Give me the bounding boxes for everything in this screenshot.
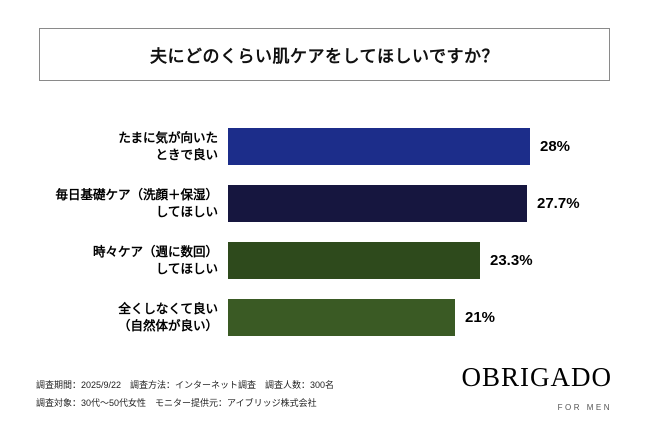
bar-track: 21% <box>228 299 650 336</box>
bar-value-label: 27.7% <box>537 195 580 212</box>
survey-footnote: 調査期間：2025/9/22 調査方法：インターネット調査 調査人数：300名 … <box>36 376 334 412</box>
survey-footnote-line2: 調査対象：30代〜50代女性 モニター提供元：アイブリッジ株式会社 <box>36 398 317 408</box>
page-title: 夫にどのくらい肌ケアをしてほしいですか？ <box>150 47 499 66</box>
bar <box>228 242 480 279</box>
bar <box>228 299 455 336</box>
brand-logo-name: OBRIGADO <box>461 362 612 392</box>
bar-value-label: 21% <box>465 309 496 326</box>
bar <box>228 185 527 222</box>
bar-track: 27.7% <box>228 185 650 222</box>
brand-logo: OBRIGADO FOR MEN <box>461 362 612 413</box>
title-box: 夫にどのくらい肌ケアをしてほしいですか？ <box>39 28 610 81</box>
brand-logo-tagline: FOR MEN <box>557 403 612 412</box>
bar-row: 時々ケア（週に数回） してほしい 23.3% <box>0 242 650 279</box>
bar-category-label: 時々ケア（週に数回） してほしい <box>92 244 218 276</box>
bar <box>228 128 530 165</box>
bar-category-label: 全くしなくて良い （自然体が良い） <box>117 301 218 333</box>
bar-value-label: 23.3% <box>490 252 533 269</box>
bar-category-label: たまに気が向いた ときで良い <box>118 130 218 162</box>
bar-track: 28% <box>228 128 650 165</box>
bar-value-label: 28% <box>540 138 571 155</box>
bar-row: 毎日基礎ケア（洗顔＋保湿） してほしい 27.7% <box>0 185 650 222</box>
survey-footnote-line1: 調査期間：2025/9/22 調査方法：インターネット調査 調査人数：300名 <box>36 380 335 390</box>
bar-category-label: 毎日基礎ケア（洗顔＋保湿） してほしい <box>55 187 218 219</box>
bar-chart: たまに気が向いた ときで良い 28% 毎日基礎ケア（洗顔＋保湿） してほしい 27.7… <box>0 128 650 356</box>
bar-row: 全くしなくて良い （自然体が良い） 21% <box>0 299 650 336</box>
bar-track: 23.3% <box>228 242 650 279</box>
bar-row: たまに気が向いた ときで良い 28% <box>0 128 650 165</box>
